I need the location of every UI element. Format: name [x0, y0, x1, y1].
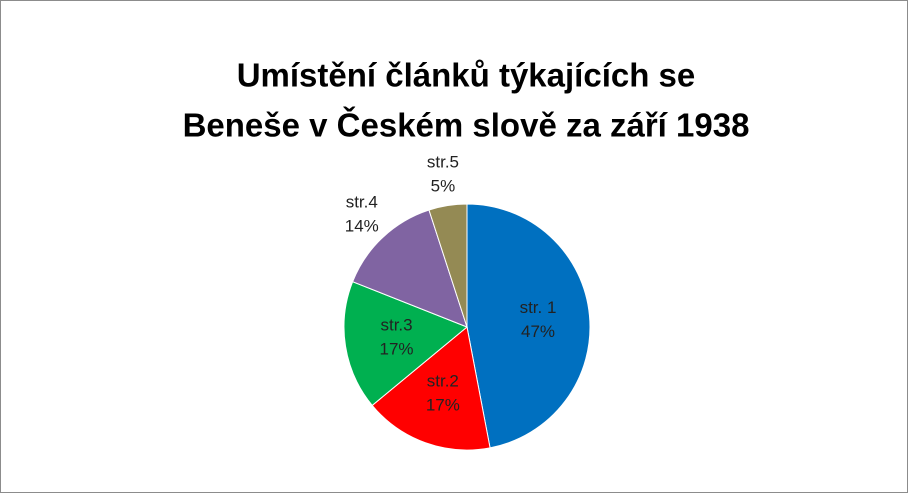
pie-slice: [466, 203, 591, 449]
chart-title: Umístění článků týkajících se: [237, 57, 696, 94]
slice-value-label: 14%: [345, 216, 379, 235]
pie-slice: [343, 281, 468, 407]
slice-label: str.5: [427, 153, 459, 172]
slice-label: str.3: [380, 316, 412, 335]
slice-value-label: 17%: [380, 340, 414, 359]
slice-value-label: 47%: [521, 322, 555, 341]
slice-label: str.4: [346, 192, 378, 211]
slice-value-label: 17%: [426, 396, 460, 415]
chart-title: Beneše v Českém slově za září 1938: [183, 106, 750, 144]
slice-label: str. 1: [520, 298, 557, 317]
pie-slice: [371, 326, 491, 451]
slice-label: str.2: [427, 372, 459, 391]
pie-slice: [428, 203, 468, 328]
slice-value-label: 5%: [431, 177, 456, 196]
